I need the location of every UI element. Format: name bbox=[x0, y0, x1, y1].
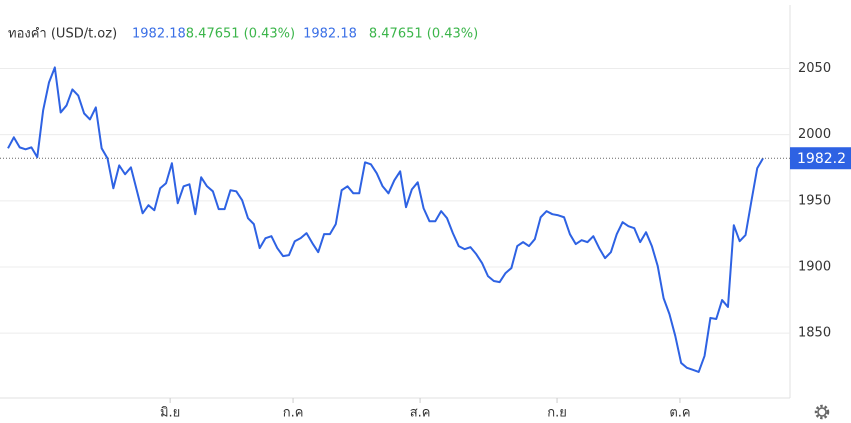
legend-change: 8.47651 (0.43%) bbox=[369, 27, 478, 42]
legend-change: 8.47651 (0.43%) bbox=[186, 27, 295, 42]
legend-price: 1982.18 bbox=[132, 27, 186, 42]
last-price-box bbox=[790, 147, 851, 170]
y-tick-label: 1950 bbox=[798, 193, 831, 208]
gear-body bbox=[817, 407, 827, 417]
settings-icon[interactable] bbox=[814, 404, 830, 420]
y-tick-label: 1850 bbox=[798, 326, 831, 341]
chart-title: ทองคำ (USD/t.oz) bbox=[8, 27, 117, 42]
x-tick-label: ต.ค bbox=[669, 406, 690, 421]
price-line bbox=[7, 66, 764, 373]
x-tick-label: ก.ย bbox=[547, 406, 567, 421]
y-tick-label: 1900 bbox=[798, 260, 831, 275]
x-tick-label: มิ.ย bbox=[160, 406, 180, 421]
legend-price: 1982.18 bbox=[303, 27, 357, 42]
last-price-label: 1982.2 bbox=[797, 151, 846, 167]
y-tick-label: 2000 bbox=[798, 127, 831, 142]
y-tick-label: 2050 bbox=[798, 61, 831, 76]
x-tick-label: ส.ค bbox=[410, 406, 431, 421]
gear-teeth bbox=[814, 404, 830, 420]
x-tick-label: ก.ค bbox=[283, 406, 304, 421]
